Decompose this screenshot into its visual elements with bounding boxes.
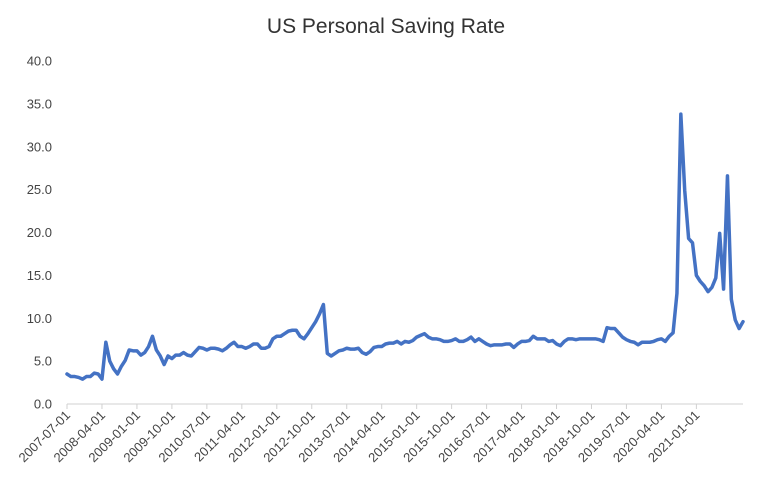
y-tick-label: 25.0 [27,182,52,197]
y-tick-label: 10.0 [27,311,52,326]
y-tick-label: 0.0 [34,397,52,412]
y-tick-label: 15.0 [27,268,52,283]
series-line [65,112,745,381]
y-tick-label: 40.0 [27,54,52,69]
y-tick-label: 35.0 [27,96,52,111]
y-tick-label: 20.0 [27,225,52,240]
x-axis: 2007-07-012008-04-012009-01-012009-10-01… [15,404,703,465]
y-axis: 0.0 5.0 10.0 15.0 20.0 25.0 30.0 35.0 40.0 [27,54,52,412]
y-tick-label: 5.0 [34,354,52,369]
chart-title: US Personal Saving Rate [267,15,505,38]
y-tick-label: 30.0 [27,139,52,154]
